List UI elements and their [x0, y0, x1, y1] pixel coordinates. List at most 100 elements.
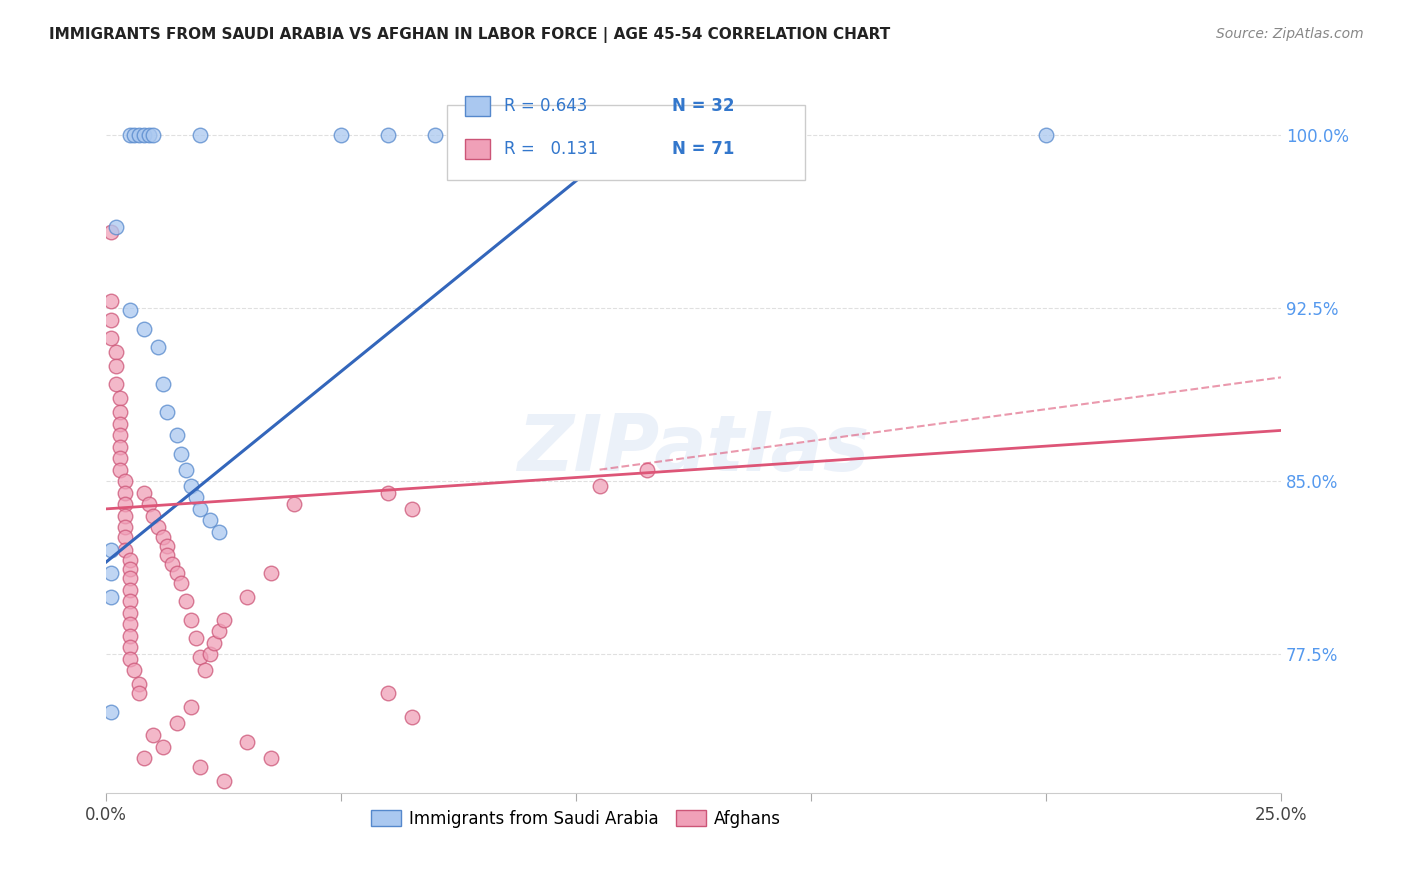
Point: [188, 649, 211, 664]
Point: [152, 739, 174, 754]
Point: [1035, 128, 1057, 142]
Point: [156, 548, 179, 562]
Point: [180, 613, 202, 627]
Point: [188, 760, 211, 774]
Point: [110, 405, 132, 419]
Point: [401, 501, 423, 516]
Point: [110, 463, 132, 477]
Point: [198, 513, 221, 527]
Point: [170, 446, 193, 460]
Point: [104, 377, 127, 392]
Point: [118, 629, 141, 643]
Point: [174, 463, 197, 477]
Point: [208, 624, 231, 639]
Point: [152, 377, 174, 392]
Point: [100, 543, 122, 558]
Point: [198, 647, 221, 661]
Point: [104, 359, 127, 373]
Point: [180, 479, 202, 493]
Point: [118, 617, 141, 632]
Point: [114, 530, 136, 544]
Point: [128, 686, 150, 700]
Point: [110, 451, 132, 466]
Point: [517, 128, 540, 142]
Point: [100, 225, 122, 239]
FancyBboxPatch shape: [464, 139, 491, 159]
Point: [156, 539, 179, 553]
Point: [212, 613, 235, 627]
Legend: Immigrants from Saudi Arabia, Afghans: Immigrants from Saudi Arabia, Afghans: [364, 803, 787, 834]
Point: [132, 128, 155, 142]
Point: [132, 751, 155, 765]
Point: [100, 294, 122, 309]
FancyBboxPatch shape: [447, 104, 806, 179]
Point: [118, 582, 141, 597]
Point: [160, 558, 183, 572]
Point: [146, 340, 169, 354]
Point: [114, 497, 136, 511]
Point: [114, 474, 136, 488]
Text: ZIPatlas: ZIPatlas: [517, 411, 870, 487]
Point: [401, 709, 423, 723]
Point: [260, 751, 283, 765]
Text: Source: ZipAtlas.com: Source: ZipAtlas.com: [1216, 27, 1364, 41]
Point: [100, 590, 122, 604]
Point: [118, 552, 141, 566]
Text: R = 0.643: R = 0.643: [505, 97, 588, 115]
Point: [377, 128, 399, 142]
Point: [166, 566, 188, 581]
Point: [128, 677, 150, 691]
Point: [104, 345, 127, 359]
Point: [118, 640, 141, 655]
Point: [104, 220, 127, 235]
Point: [636, 128, 658, 142]
Point: [118, 652, 141, 666]
Point: [283, 497, 305, 511]
Point: [188, 501, 211, 516]
Point: [184, 631, 207, 645]
Point: [118, 571, 141, 585]
Point: [124, 664, 146, 678]
Point: [188, 128, 211, 142]
Point: [100, 566, 122, 581]
Point: [236, 735, 259, 749]
Point: [170, 575, 193, 590]
FancyBboxPatch shape: [464, 96, 491, 116]
Point: [114, 543, 136, 558]
Point: [588, 479, 610, 493]
Point: [110, 391, 132, 405]
Point: [208, 524, 231, 539]
Point: [118, 128, 141, 142]
Point: [142, 728, 165, 742]
Point: [377, 485, 399, 500]
Point: [118, 562, 141, 576]
Point: [118, 606, 141, 620]
Point: [114, 508, 136, 523]
Point: [377, 686, 399, 700]
Point: [138, 497, 160, 511]
Point: [100, 705, 122, 719]
Point: [152, 530, 174, 544]
Point: [236, 590, 259, 604]
Point: [142, 508, 165, 523]
Point: [110, 440, 132, 454]
Point: [132, 322, 155, 336]
Text: R =   0.131: R = 0.131: [505, 140, 599, 158]
Point: [194, 664, 217, 678]
Point: [124, 128, 146, 142]
Text: IMMIGRANTS FROM SAUDI ARABIA VS AFGHAN IN LABOR FORCE | AGE 45-54 CORRELATION CH: IMMIGRANTS FROM SAUDI ARABIA VS AFGHAN I…: [49, 27, 890, 43]
Point: [260, 566, 283, 581]
Point: [114, 485, 136, 500]
Point: [425, 128, 447, 142]
Point: [471, 128, 494, 142]
Point: [132, 485, 155, 500]
Text: N = 32: N = 32: [672, 97, 735, 115]
Point: [118, 303, 141, 318]
Point: [110, 428, 132, 442]
Point: [212, 774, 235, 789]
Point: [180, 700, 202, 714]
Point: [636, 463, 658, 477]
Point: [100, 331, 122, 345]
Point: [100, 312, 122, 326]
Point: [174, 594, 197, 608]
